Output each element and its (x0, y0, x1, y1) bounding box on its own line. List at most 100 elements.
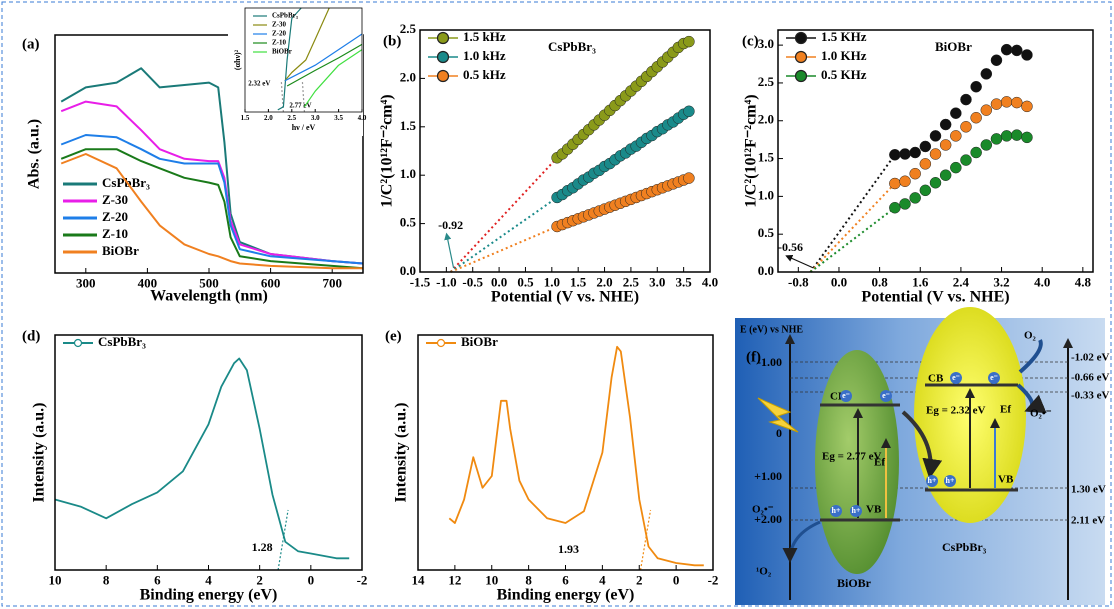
x-tick-label: 4.0 (1034, 275, 1050, 290)
point (990, 54, 1003, 66)
x-tick-label: 0.5 (517, 275, 534, 290)
x-tick-label: 0.8 (871, 275, 888, 290)
x-tick-label: 3.5 (676, 275, 693, 290)
fit-line (449, 157, 558, 273)
annotation-arrow (444, 232, 455, 269)
vb-label: VB (866, 504, 882, 516)
x-tick-label: 500 (199, 276, 219, 291)
x-tick-label: -1.5 (410, 275, 431, 290)
superoxide-label: O₂•⁻ (1030, 408, 1052, 420)
legend-marker (794, 50, 808, 64)
oxygen-label: O₂ (1024, 330, 1037, 342)
fit-line (809, 206, 896, 273)
x-tick-label: 6 (562, 573, 569, 588)
legend-label: 1.0 KHz (821, 48, 867, 63)
x-tick-label: -2 (708, 573, 719, 588)
x-tick-label: 2.4 (953, 275, 970, 290)
gap-label: Eg = 2.77 eV (822, 451, 881, 463)
legend-label: CsPbBr₃ (272, 12, 298, 20)
legend-label: Z-10 (102, 226, 128, 241)
plot-frame (419, 29, 711, 273)
point (1000, 96, 1013, 108)
x-tick-label: 300 (76, 276, 96, 291)
y-tick-label: 1.0 (758, 187, 774, 202)
series-line (60, 100, 364, 265)
panel-label: (b) (383, 33, 401, 49)
level-label: 2.11 eV (1071, 515, 1105, 527)
legend-label: Z-30 (272, 21, 287, 29)
fit-line (450, 225, 558, 273)
hole (944, 475, 956, 487)
point (683, 35, 695, 48)
y-tick-label: 1.5 (758, 150, 775, 165)
legend-label: BiOBr (272, 48, 292, 56)
point (909, 167, 921, 180)
point (909, 146, 921, 159)
x-tick-label: 3.5 (334, 114, 343, 122)
panel-label: (a) (22, 36, 40, 52)
y-tick-label: 1.0 (400, 166, 416, 181)
x-tick-label: 2.5 (287, 114, 296, 122)
annotation-label: -0.56 (778, 240, 803, 254)
point (980, 139, 993, 151)
hole (830, 505, 842, 517)
point (950, 161, 962, 174)
legend-marker (436, 31, 450, 45)
point (919, 184, 932, 197)
x-tick-label: -0.5 (462, 275, 483, 290)
fermi-label: Ef (874, 457, 885, 469)
panel-label: (e) (385, 328, 402, 344)
hole-label: h+ (851, 506, 860, 515)
x-tick-label: 4 (205, 573, 212, 588)
x-tick-label: 14 (412, 573, 426, 588)
x-tick-label: 2.5 (623, 275, 640, 290)
point (990, 133, 1003, 145)
potential-tick: +2.00 (754, 512, 782, 526)
series-line (284, 7, 330, 82)
x-tick-label: 0.0 (831, 275, 847, 290)
x-axis-title: Potential (V vs. NHE) (861, 289, 1009, 306)
fermi-label: Ef (1000, 404, 1011, 416)
x-tick-label: 4.8 (1075, 275, 1092, 290)
y-axis-title: (αhν)² (233, 49, 242, 70)
legend-label: 1.0 kHz (463, 48, 506, 63)
hole-label: h+ (945, 476, 954, 485)
point (1000, 130, 1013, 142)
potential-tick: +1.00 (754, 469, 782, 483)
x-tick-label: 6 (154, 573, 161, 588)
plot-frame (244, 7, 363, 113)
level-label: -1.02 eV (1071, 352, 1110, 364)
annotation-label: 2.32 eV (248, 80, 270, 88)
electron-label: e⁻ (882, 391, 890, 400)
x-tick-label: 400 (138, 276, 158, 291)
y-tick-label: 0.0 (758, 263, 774, 278)
point (899, 198, 911, 210)
x-axis-title: Binding energy (eV) (140, 587, 278, 604)
annotation-label: 2.77 eV (289, 102, 311, 110)
y-tick-label: 2.0 (758, 112, 774, 127)
point (1011, 44, 1023, 57)
x-tick-label: 12 (448, 573, 461, 588)
x-tick-label: 1.5 (570, 275, 587, 290)
point (929, 177, 942, 189)
point (1011, 129, 1023, 141)
hole-label: h+ (831, 506, 840, 515)
annotation-arrow (785, 255, 814, 269)
point (1011, 96, 1023, 109)
x-tick-label: 8 (103, 573, 110, 588)
cspbbr3-name: CsPbBr₃ (942, 540, 987, 554)
potential-tick: 0 (776, 426, 782, 440)
biobr-name: BiOBr (837, 576, 872, 590)
panel-label: (f) (746, 349, 761, 365)
point (909, 192, 921, 204)
fit-line (809, 182, 896, 273)
x-axis-title: Potential (V vs. NHE) (491, 289, 639, 306)
y-tick-label: 3.0 (758, 36, 774, 51)
point (683, 105, 695, 118)
hole (850, 505, 862, 517)
y-tick-label: 0.0 (400, 263, 416, 278)
legend-marker (436, 338, 446, 348)
x-tick-label: 2.0 (264, 114, 273, 122)
